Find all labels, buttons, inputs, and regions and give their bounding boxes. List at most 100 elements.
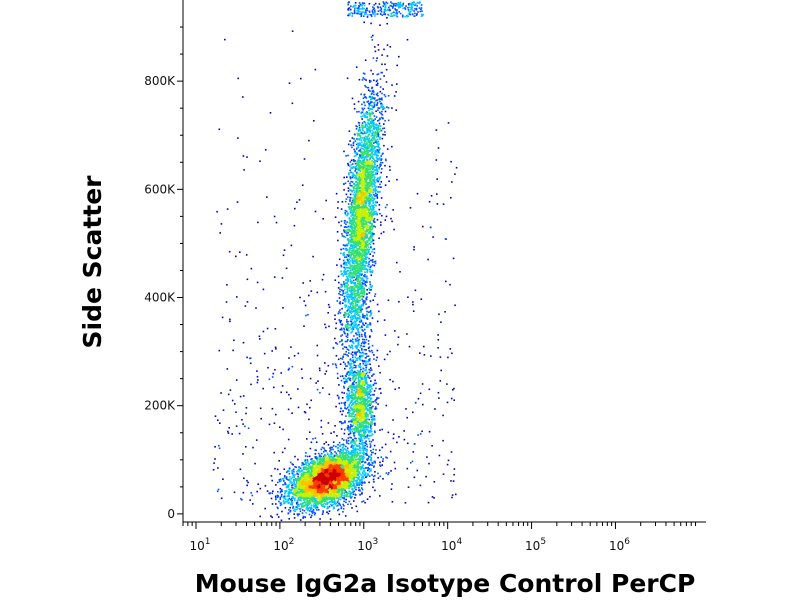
data-point xyxy=(377,472,379,475)
data-point xyxy=(315,466,317,468)
data-point xyxy=(334,463,337,466)
data-point xyxy=(313,475,316,478)
data-point xyxy=(288,488,290,490)
data-point xyxy=(350,491,352,494)
data-point xyxy=(371,462,374,464)
data-point xyxy=(308,501,310,504)
data-point xyxy=(358,476,361,478)
data-point xyxy=(357,474,360,477)
data-point xyxy=(317,497,320,499)
data-point xyxy=(323,487,325,489)
data-point xyxy=(367,397,370,399)
data-point xyxy=(307,507,310,510)
data-point xyxy=(297,497,300,500)
data-point xyxy=(280,503,283,505)
data-point xyxy=(284,492,286,495)
data-point xyxy=(328,476,331,479)
data-point xyxy=(336,486,339,488)
data-point xyxy=(293,494,295,496)
data-point xyxy=(292,475,295,477)
data-point xyxy=(306,460,309,462)
data-point xyxy=(348,481,351,483)
data-point xyxy=(352,481,355,483)
data-point xyxy=(336,455,339,458)
data-point xyxy=(374,471,376,473)
data-point xyxy=(338,396,340,399)
data-point xyxy=(307,509,309,512)
data-point xyxy=(311,480,313,483)
data-point xyxy=(328,510,331,512)
data-point xyxy=(295,466,298,469)
data-point xyxy=(327,457,330,460)
data-point xyxy=(324,468,327,470)
data-point xyxy=(371,464,373,466)
data-point xyxy=(334,451,336,453)
data-point xyxy=(294,483,296,486)
data-point xyxy=(365,372,368,375)
data-point xyxy=(322,473,325,475)
data-point xyxy=(320,455,322,458)
data-point xyxy=(281,493,283,496)
data-point xyxy=(300,480,302,483)
data-point xyxy=(355,406,358,409)
data-point xyxy=(346,442,348,444)
data-point xyxy=(334,482,336,484)
data-point xyxy=(319,477,321,479)
data-point xyxy=(359,395,362,398)
data-point xyxy=(292,497,295,499)
data-point xyxy=(362,476,364,478)
data-point xyxy=(319,476,321,478)
data-point xyxy=(303,492,306,495)
data-point xyxy=(304,478,306,480)
data-point xyxy=(329,494,331,496)
data-point xyxy=(344,460,347,462)
data-point xyxy=(380,456,383,458)
data-point xyxy=(322,510,324,512)
data-point xyxy=(340,493,342,496)
data-point xyxy=(287,470,289,472)
data-point xyxy=(284,491,287,494)
data-point xyxy=(373,358,375,360)
data-point xyxy=(309,493,312,496)
data-point xyxy=(322,511,324,514)
data-point xyxy=(361,472,364,474)
data-point xyxy=(374,474,376,477)
data-point xyxy=(283,495,286,497)
data-point xyxy=(338,476,341,478)
data-point xyxy=(311,476,313,478)
data-point xyxy=(324,455,327,457)
data-point xyxy=(351,488,353,490)
data-point xyxy=(330,483,333,486)
data-point xyxy=(331,475,333,478)
data-point xyxy=(363,451,365,454)
data-point xyxy=(313,474,316,476)
data-point xyxy=(315,477,318,480)
data-point xyxy=(316,506,319,509)
data-point xyxy=(327,453,329,456)
data-point xyxy=(320,463,323,465)
data-point xyxy=(309,492,312,495)
data-point xyxy=(357,469,359,472)
data-point xyxy=(304,455,307,457)
data-point xyxy=(283,475,286,477)
data-point xyxy=(373,390,376,392)
data-point xyxy=(344,477,347,480)
data-point xyxy=(325,477,328,479)
data-point xyxy=(328,454,330,457)
data-point xyxy=(275,497,277,499)
data-point xyxy=(323,471,326,473)
data-point xyxy=(340,479,343,482)
data-point xyxy=(343,460,345,462)
data-point xyxy=(303,471,306,474)
data-point xyxy=(354,461,356,463)
data-point xyxy=(359,466,362,468)
data-point xyxy=(332,480,335,483)
data-point xyxy=(309,447,312,450)
data-point xyxy=(325,457,328,459)
data-point xyxy=(303,480,305,482)
data-point xyxy=(348,490,351,492)
data-point xyxy=(325,475,328,477)
data-point xyxy=(363,477,365,480)
data-point xyxy=(346,495,349,497)
data-point xyxy=(331,464,334,467)
